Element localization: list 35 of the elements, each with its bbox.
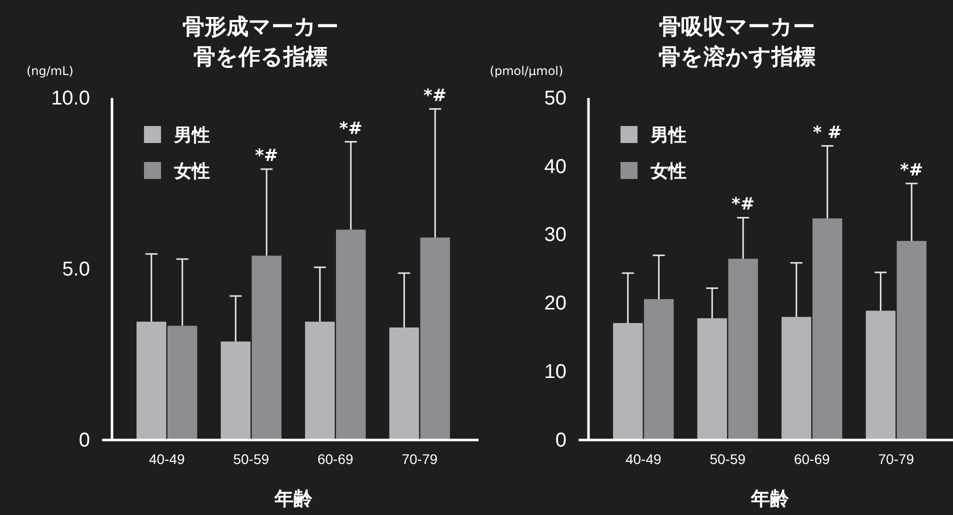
x-tick-label: 40-49	[625, 450, 662, 467]
y-tick-label: 10.0	[51, 87, 90, 110]
x-tick-label: 70-79	[402, 450, 438, 467]
chart-subtitle: 骨を溶かす指標	[658, 44, 816, 70]
x-tick-label: 60-69	[794, 450, 830, 467]
y-tick-label: 5.0	[62, 258, 90, 280]
legend-label: 男性	[650, 125, 686, 146]
y-tick-label: 40	[544, 156, 566, 178]
y-tick-label: 50	[544, 87, 566, 110]
y-tick-label: 0	[78, 429, 90, 452]
y-axis-title: (ng/mL)	[26, 64, 74, 78]
annotation: *#	[339, 118, 362, 139]
x-tick-label: 60-69	[317, 450, 354, 467]
annotation: *#	[255, 146, 278, 166]
legend-label: 女性	[650, 161, 686, 182]
y-tick-label: 20	[544, 292, 566, 315]
legend-label: 女性	[173, 161, 210, 182]
chart-title: 骨形成マーカー	[182, 15, 338, 40]
x-tick-label: 70-79	[878, 450, 914, 467]
y-axis-title: (pmol/μmol)	[490, 64, 564, 78]
y-tick-label: 10	[544, 361, 566, 383]
x-tick-label: 50-59	[710, 450, 746, 467]
x-tick-label: 50-59	[233, 450, 270, 467]
chart-subtitle: 骨を作る指標	[193, 45, 328, 70]
y-tick-label: 30	[544, 224, 566, 246]
annotation: *#	[900, 160, 924, 180]
x-axis-title: 年齢	[273, 488, 314, 510]
annotation: * #	[812, 122, 842, 143]
annotation: *#	[732, 194, 755, 215]
y-tick-label: 0	[555, 429, 566, 452]
x-axis-title: 年齢	[750, 488, 790, 510]
legend-label: 男性	[173, 125, 210, 146]
x-tick-label: 40-49	[148, 450, 185, 467]
annotation: *#	[424, 86, 447, 106]
chart-title: 骨吸収マーカー	[658, 15, 815, 40]
